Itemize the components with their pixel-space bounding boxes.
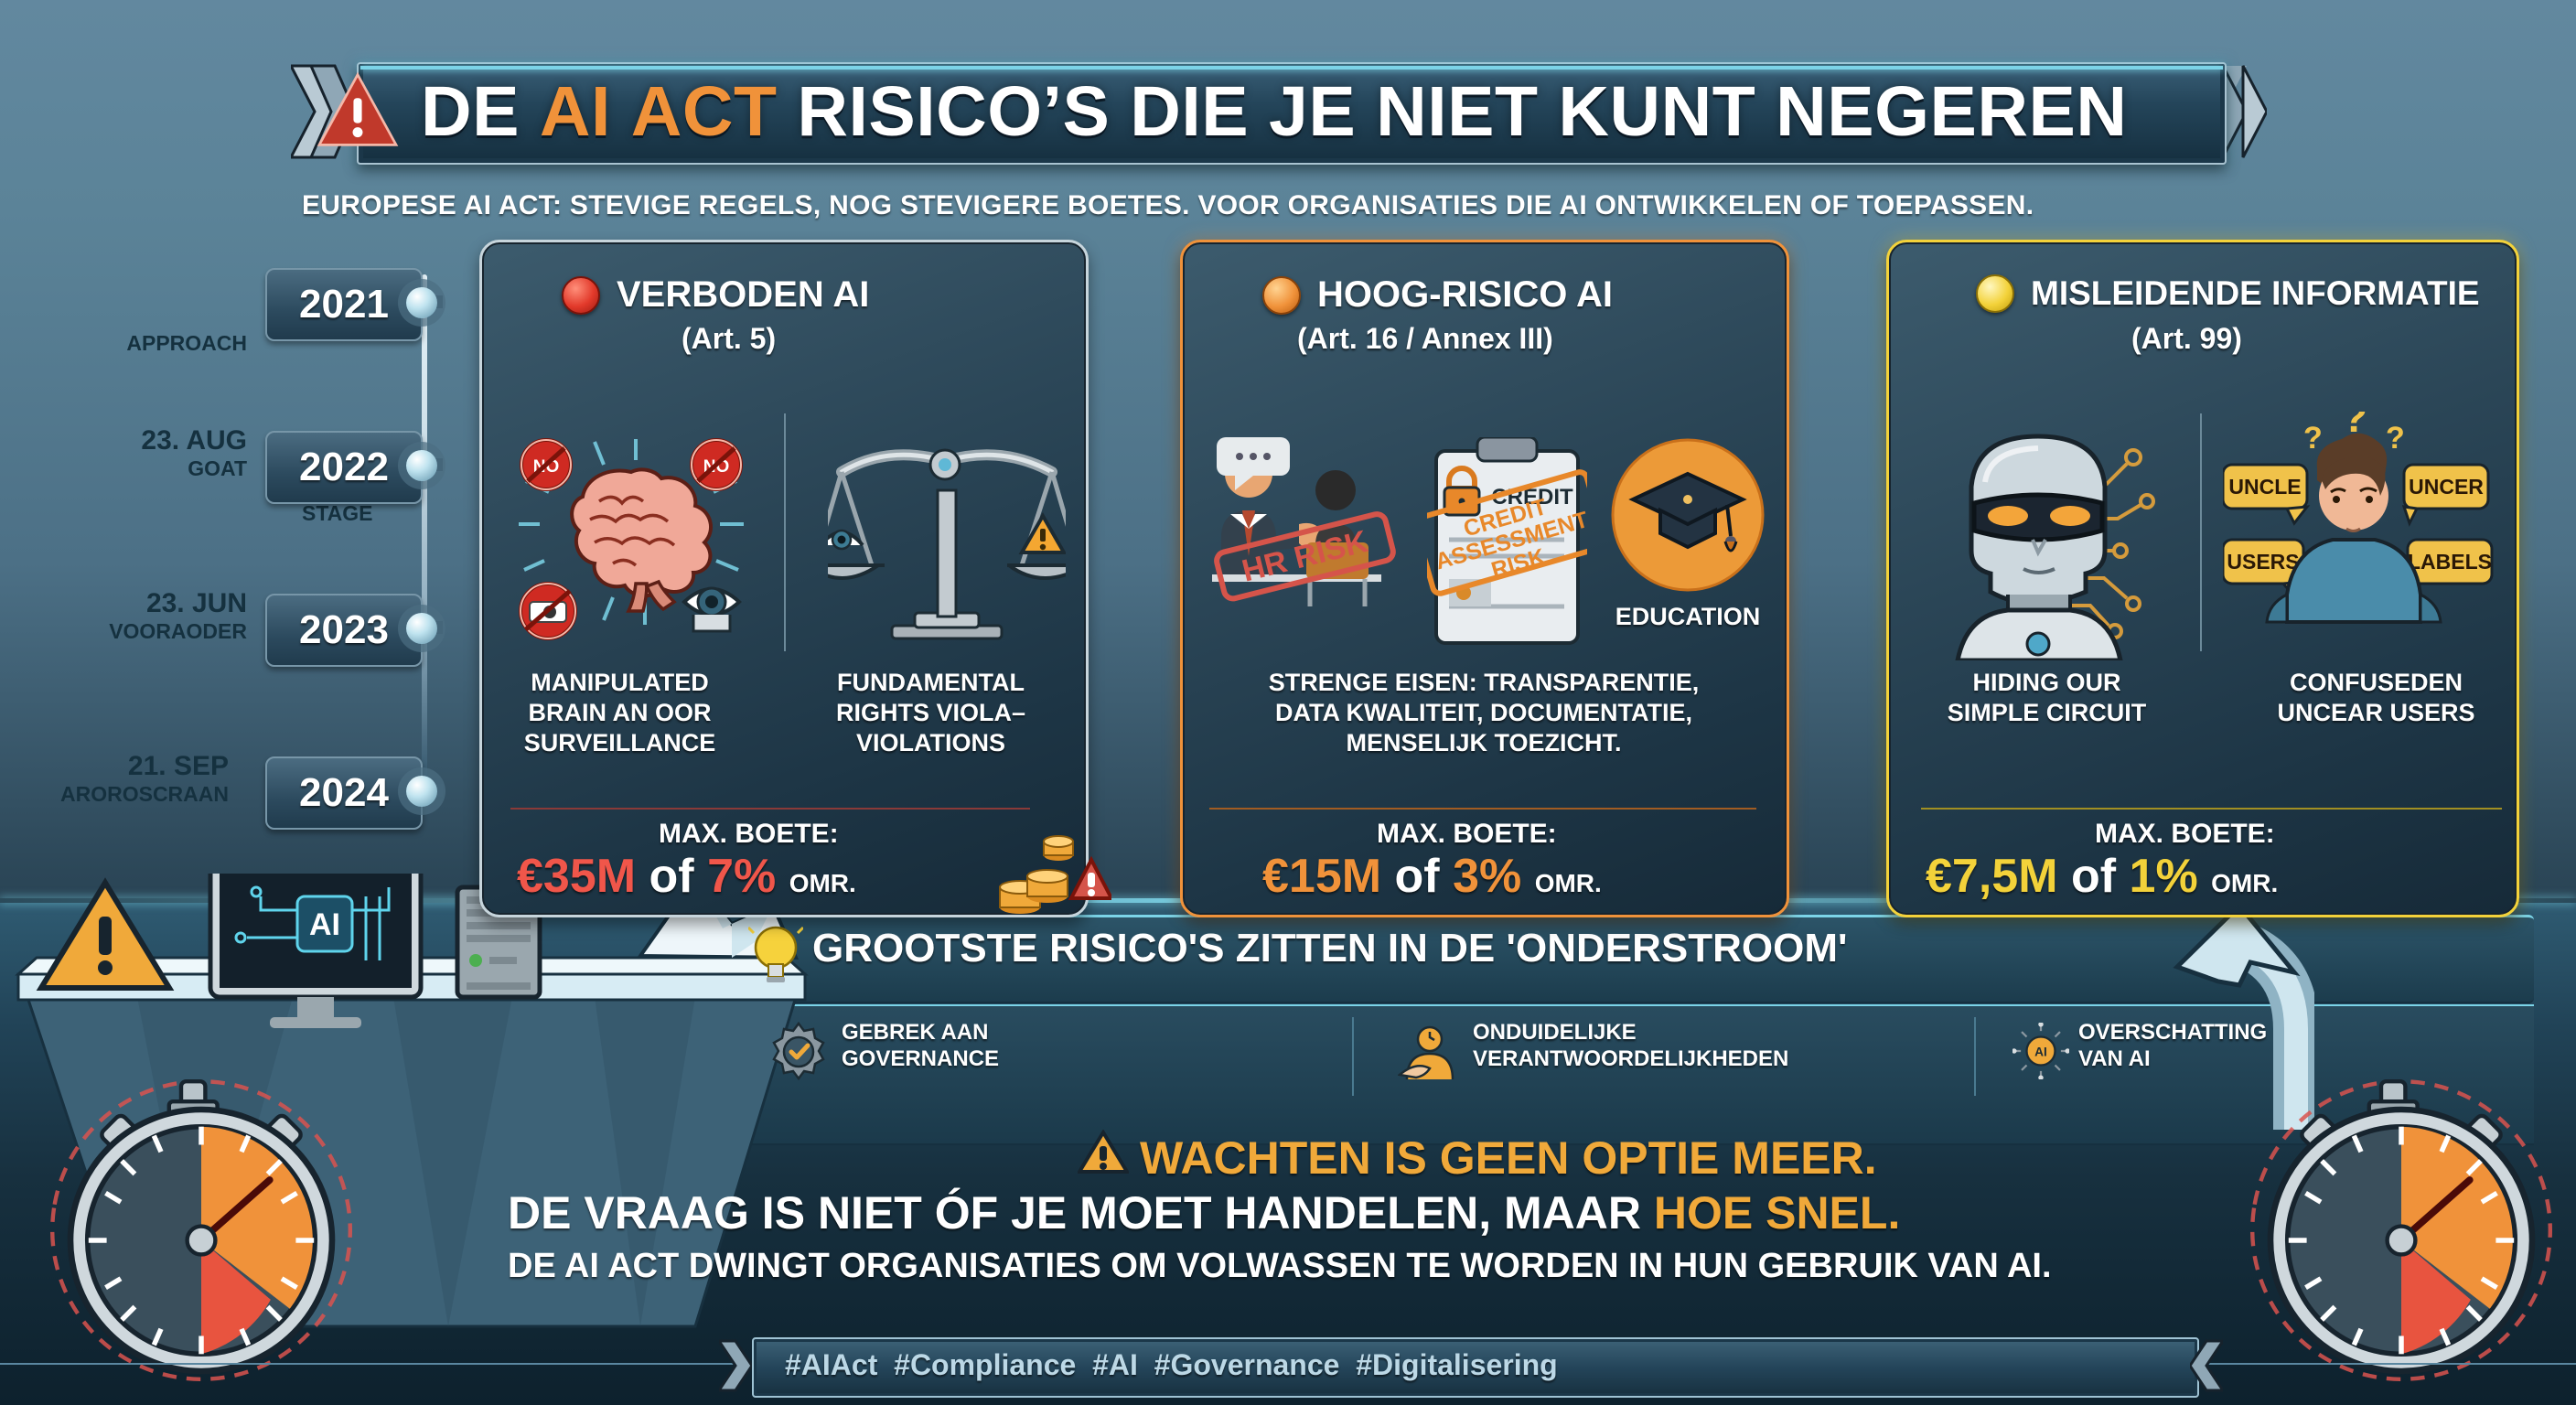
svg-text:?: ? (2386, 421, 2405, 456)
svg-text:UNCLE: UNCLE (2228, 475, 2301, 499)
svg-text:LABELS: LABELS (2408, 550, 2492, 574)
svg-text:AI: AI (2034, 1045, 2047, 1058)
svg-text:USERS: USERS (2227, 550, 2299, 574)
svg-text:?: ? (2303, 421, 2323, 456)
svg-text:UNCER: UNCER (2409, 475, 2484, 499)
svg-text:AI: AI (309, 907, 340, 942)
